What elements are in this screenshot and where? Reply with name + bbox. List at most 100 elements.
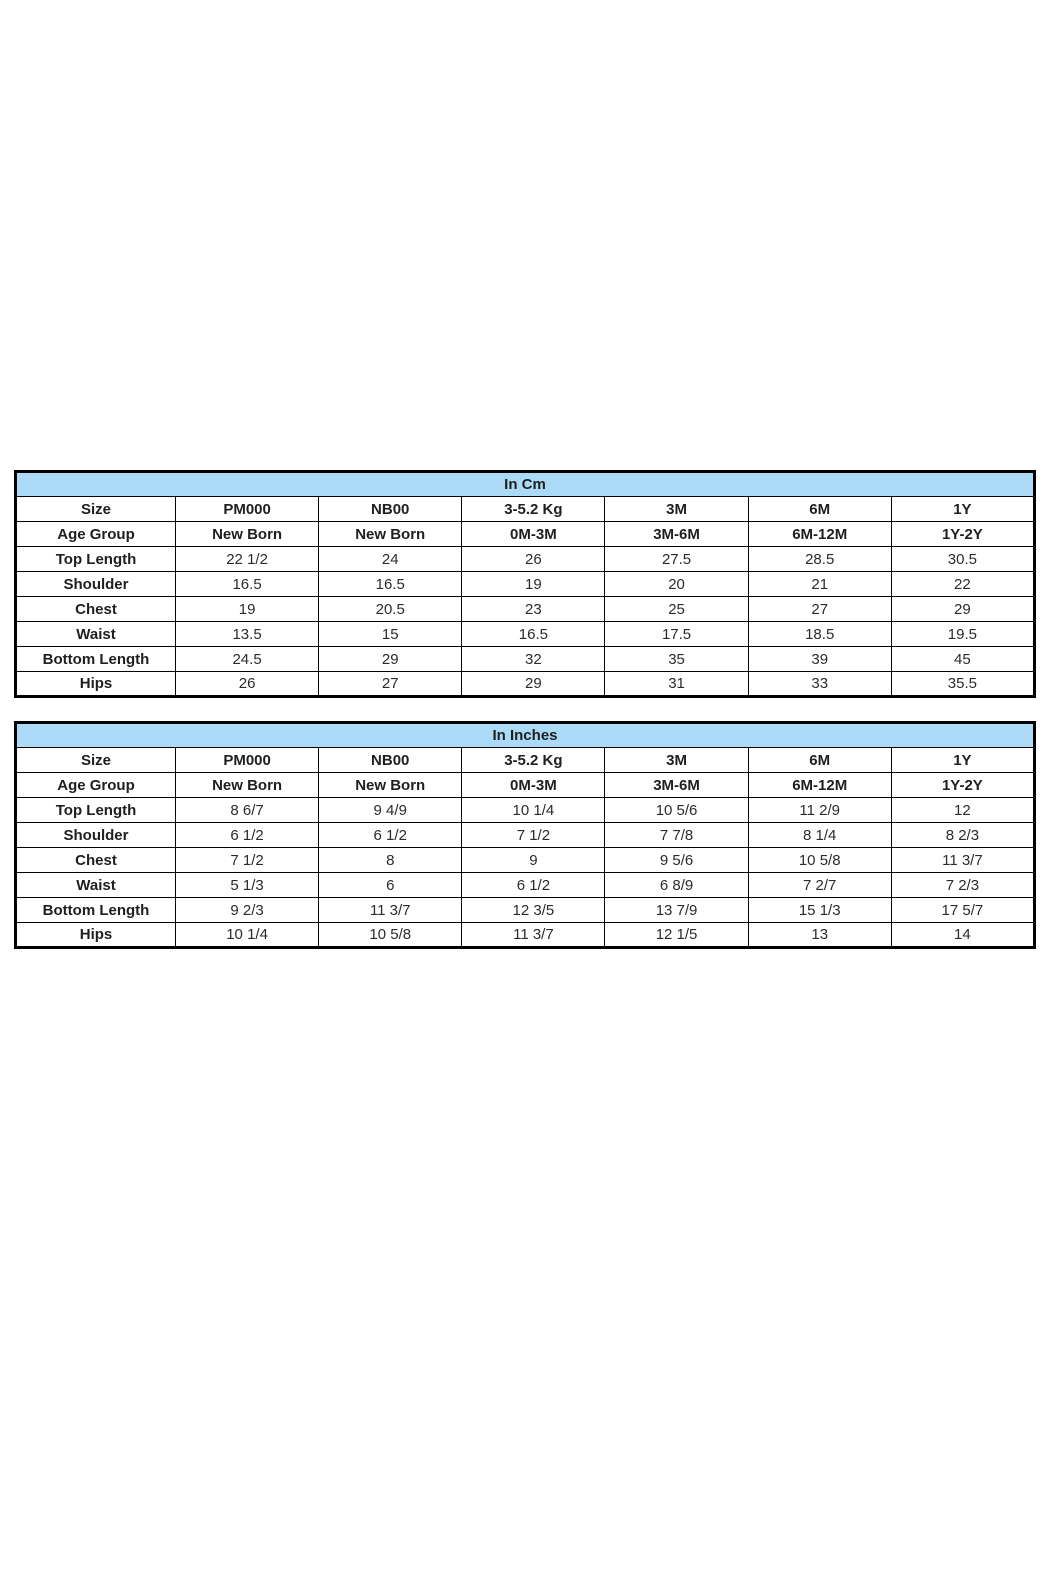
header-value-cell: 3M-6M <box>604 772 749 798</box>
header-row: Age Group New Born New Born 0M-3M 3M-6M 6M-12… <box>15 772 1036 798</box>
header-value-cell: 1Y-2Y <box>890 772 1036 798</box>
value-cell: 10 1/4 <box>174 922 320 948</box>
header-row: Size PM000 NB00 3-5.2 Kg 3M 6M 1Y <box>15 496 1036 522</box>
value-cell: 10 1/4 <box>461 797 606 823</box>
value-cell: 27 <box>747 596 892 622</box>
value-cell: 24.5 <box>174 646 320 672</box>
header-value-cell: 6M <box>747 496 892 522</box>
value-cell: 11 3/7 <box>318 897 463 923</box>
value-cell: 14 <box>890 922 1036 948</box>
value-cell: 18.5 <box>747 621 892 647</box>
value-cell: 8 2/3 <box>890 822 1036 848</box>
value-cell: 24 <box>318 546 463 572</box>
value-cell: 35.5 <box>890 671 1036 697</box>
row-label-cell: Size <box>15 747 176 773</box>
value-cell: 27 <box>318 671 463 697</box>
value-cell: 11 3/7 <box>890 847 1036 873</box>
value-cell: 35 <box>604 646 749 672</box>
header-value-cell: NB00 <box>318 747 463 773</box>
table-title-inches: In Inches <box>15 722 1035 748</box>
row-label-cell: Top Length <box>15 546 176 572</box>
row-label-cell: Top Length <box>15 797 176 823</box>
value-cell: 45 <box>890 646 1036 672</box>
measurement-row: Bottom Length 9 2/3 11 3/7 12 3/5 13 7/9 15 1… <box>15 897 1036 923</box>
value-cell: 16.5 <box>318 571 463 597</box>
value-cell: 25 <box>604 596 749 622</box>
measurement-row: Chest 7 1/2 8 9 9 5/6 10 5/8 11 3/7 <box>15 847 1036 873</box>
header-value-cell: 0M-3M <box>461 521 606 547</box>
row-label-cell: Hips <box>15 671 176 697</box>
value-cell: 22 <box>890 571 1036 597</box>
header-value-cell: New Born <box>174 521 320 547</box>
value-cell: 20.5 <box>318 596 463 622</box>
value-cell: 29 <box>890 596 1036 622</box>
value-cell: 12 1/5 <box>604 922 749 948</box>
value-cell: 33 <box>747 671 892 697</box>
header-row: Size PM000 NB00 3-5.2 Kg 3M 6M 1Y <box>15 747 1036 773</box>
header-value-cell: 3M-6M <box>604 521 749 547</box>
row-label-cell: Size <box>15 496 176 522</box>
value-cell: 7 1/2 <box>461 822 606 848</box>
value-cell: 6 1/2 <box>174 822 320 848</box>
value-cell: 32 <box>461 646 606 672</box>
value-cell: 23 <box>461 596 606 622</box>
value-cell: 28.5 <box>747 546 892 572</box>
value-cell: 10 5/6 <box>604 797 749 823</box>
value-cell: 19.5 <box>890 621 1036 647</box>
size-chart-table-cm: In Cm Size PM000 NB00 3-5.2 Kg 3M 6M 1Y Age Gro… <box>14 470 1036 698</box>
value-cell: 6 8/9 <box>604 872 749 898</box>
measurement-row: Top Length 22 1/2 24 26 27.5 28.5 30.5 <box>15 546 1036 572</box>
value-cell: 13.5 <box>174 621 320 647</box>
value-cell: 21 <box>747 571 892 597</box>
row-label-cell: Bottom Length <box>15 897 176 923</box>
value-cell: 31 <box>604 671 749 697</box>
value-cell: 10 5/8 <box>747 847 892 873</box>
value-cell: 8 6/7 <box>174 797 320 823</box>
measurement-row: Chest 19 20.5 23 25 27 29 <box>15 596 1036 622</box>
value-cell: 9 <box>461 847 606 873</box>
value-cell: 15 <box>318 621 463 647</box>
header-value-cell: 3-5.2 Kg <box>461 747 606 773</box>
header-row: Age Group New Born New Born 0M-3M 3M-6M 6M-12… <box>15 521 1036 547</box>
row-label-cell: Waist <box>15 621 176 647</box>
value-cell: 16.5 <box>174 571 320 597</box>
value-cell: 5 1/3 <box>174 872 320 898</box>
row-label-cell: Chest <box>15 596 176 622</box>
header-value-cell: PM000 <box>174 747 320 773</box>
measurement-row: Hips 26 27 29 31 33 35.5 <box>15 671 1036 697</box>
measurement-row: Bottom Length 24.5 29 32 35 39 45 <box>15 646 1036 672</box>
value-cell: 20 <box>604 571 749 597</box>
header-value-cell: New Born <box>318 521 463 547</box>
row-label-cell: Age Group <box>15 772 176 798</box>
row-label-cell: Waist <box>15 872 176 898</box>
header-value-cell: PM000 <box>174 496 320 522</box>
value-cell: 10 5/8 <box>318 922 463 948</box>
value-cell: 7 1/2 <box>174 847 320 873</box>
value-cell: 6 <box>318 872 463 898</box>
header-value-cell: 3-5.2 Kg <box>461 496 606 522</box>
value-cell: 19 <box>461 571 606 597</box>
value-cell: 12 3/5 <box>461 897 606 923</box>
row-label-cell: Shoulder <box>15 822 176 848</box>
value-cell: 11 2/9 <box>747 797 892 823</box>
measurement-row: Waist 13.5 15 16.5 17.5 18.5 19.5 <box>15 621 1036 647</box>
value-cell: 6 1/2 <box>318 822 463 848</box>
value-cell: 7 7/8 <box>604 822 749 848</box>
value-cell: 8 1/4 <box>747 822 892 848</box>
header-value-cell: 6M-12M <box>747 521 892 547</box>
value-cell: 13 <box>747 922 892 948</box>
header-value-cell: 1Y <box>890 496 1036 522</box>
value-cell: 15 1/3 <box>747 897 892 923</box>
value-cell: 29 <box>461 671 606 697</box>
table-title-cm: In Cm <box>15 471 1035 497</box>
row-label-cell: Hips <box>15 922 176 948</box>
value-cell: 19 <box>174 596 320 622</box>
value-cell: 13 7/9 <box>604 897 749 923</box>
table-title-row: In Cm <box>15 471 1035 497</box>
measurement-row: Waist 5 1/3 6 6 1/2 6 8/9 7 2/7 7 2/3 <box>15 872 1036 898</box>
value-cell: 30.5 <box>890 546 1036 572</box>
table-body-cm: Size PM000 NB00 3-5.2 Kg 3M 6M 1Y Age Group New … <box>15 496 1036 697</box>
header-value-cell: 1Y <box>890 747 1036 773</box>
value-cell: 7 2/3 <box>890 872 1036 898</box>
measurement-row: Hips 10 1/4 10 5/8 11 3/7 12 1/5 13 14 <box>15 922 1036 948</box>
